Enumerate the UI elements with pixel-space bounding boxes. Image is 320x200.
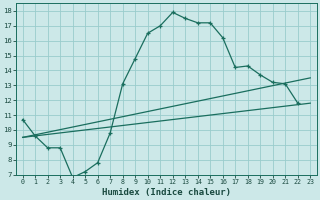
X-axis label: Humidex (Indice chaleur): Humidex (Indice chaleur): [102, 188, 231, 197]
